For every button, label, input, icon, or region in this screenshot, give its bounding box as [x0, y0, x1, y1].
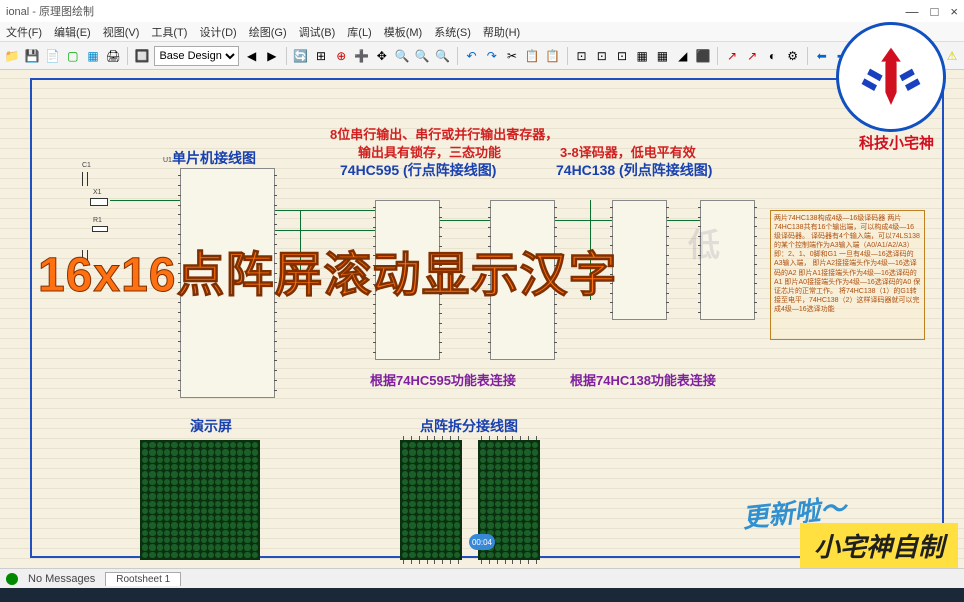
tb-zoom-icon[interactable]: 🔲	[134, 46, 150, 66]
menu-edit[interactable]: 编辑(E)	[54, 24, 91, 40]
maximize-button[interactable]: □	[931, 4, 939, 19]
toolbar: 📁 💾 📄 ▢ ▦ 🖨 🔲 Base Design ◀ ▶ 🔄 ⊞ ⊕ ➕ ✥ …	[0, 42, 964, 70]
tb-sheet-icon[interactable]: ▢	[65, 46, 81, 66]
menu-debug[interactable]: 调试(B)	[299, 24, 336, 40]
tb-redo-icon[interactable]: ↷	[484, 46, 500, 66]
tb-copy-icon[interactable]: 📋	[524, 46, 540, 66]
label-138: 74HC138 (列点阵接线图)	[556, 160, 712, 180]
tb-open-icon[interactable]: 📁	[4, 46, 20, 66]
tb-tri-icon[interactable]: ◢	[675, 46, 691, 66]
tb-pan-icon[interactable]: ✥	[374, 46, 390, 66]
menu-design[interactable]: 设计(D)	[199, 24, 236, 40]
led-matrix-demo[interactable]	[140, 440, 260, 560]
tb-cut-icon[interactable]: ✂	[504, 46, 520, 66]
menu-system[interactable]: 系统(S)	[434, 24, 471, 40]
sheet-tab[interactable]: Rootsheet 1	[105, 572, 181, 586]
wire	[440, 220, 490, 221]
tb-warn-icon[interactable]: ⚠	[944, 46, 960, 66]
tb-target-icon[interactable]: ⊕	[333, 46, 349, 66]
label-conn138: 根据74HC138功能表连接	[570, 370, 716, 389]
wire	[555, 220, 612, 221]
author-tag: 小宅神自制	[800, 523, 958, 568]
label-mcu: 单片机接线图	[172, 148, 256, 168]
resistor-r1[interactable]: R1	[92, 226, 108, 232]
tb-fill-icon[interactable]: ⬛	[695, 46, 711, 66]
logo-icon	[856, 42, 926, 112]
label-conn595: 根据74HC595功能表连接	[370, 370, 516, 389]
wire	[667, 220, 700, 221]
tb-align1-icon[interactable]: ▦	[634, 46, 650, 66]
tb-arr2-icon[interactable]: ↗	[744, 46, 760, 66]
label-595: 74HC595 (行点阵接线图)	[340, 160, 496, 180]
watermark-char: 低	[688, 220, 720, 266]
play-time-badge: 00:04	[469, 534, 495, 550]
tb-area-icon[interactable]: ▦	[85, 46, 101, 66]
tb-block3-icon[interactable]: ⊡	[614, 46, 630, 66]
led-matrix-split-1[interactable]	[400, 440, 462, 560]
chip-74hc138-1[interactable]	[612, 200, 667, 320]
tb-arr1-icon[interactable]: ↗	[724, 46, 740, 66]
label-red2: 输出具有锁存，三态功能	[358, 142, 501, 161]
tb-grid-icon[interactable]: ⊞	[313, 46, 329, 66]
window-title: ional - 原理图绘制	[6, 3, 94, 19]
tb-page-icon[interactable]: 📄	[44, 46, 60, 66]
cap-c1[interactable]: C1	[82, 172, 88, 186]
tb-save-icon[interactable]: 💾	[24, 46, 40, 66]
status-message: No Messages	[28, 573, 95, 585]
crystal-x1[interactable]: X1	[90, 198, 108, 206]
minimize-button[interactable]: —	[906, 4, 919, 19]
tb-nav1-icon[interactable]: ◀	[243, 46, 259, 66]
tb-nav2-icon[interactable]: ▶	[264, 46, 280, 66]
tb-zoomin-icon[interactable]: 🔍	[394, 46, 410, 66]
tb-zoomout-icon[interactable]: 🔍	[414, 46, 430, 66]
tb-paste-icon[interactable]: 📋	[544, 46, 560, 66]
menu-help[interactable]: 帮助(H)	[483, 24, 520, 40]
tb-block2-icon[interactable]: ⊡	[594, 46, 610, 66]
statusbar: No Messages Rootsheet 1	[0, 568, 964, 588]
channel-name: 科技小宅神	[859, 132, 934, 153]
note-box: 两片74HC138构成4级—16级译码器 两片74HC138共有16个输出端，可…	[770, 210, 925, 340]
label-red3: 3-8译码器，低电平有效	[560, 142, 696, 161]
tb-block1-icon[interactable]: ⊡	[573, 46, 589, 66]
os-taskbar[interactable]	[0, 588, 964, 602]
label-red1: 8位串行输出、串行或并行输出寄存器，	[330, 124, 558, 143]
menu-template[interactable]: 模板(M)	[384, 24, 423, 40]
tb-zoomfit-icon[interactable]: 🔍	[434, 46, 450, 66]
tb-circ-icon[interactable]: ◐	[764, 46, 780, 66]
menu-tools[interactable]: 工具(T)	[151, 24, 187, 40]
label-split: 点阵拆分接线图	[420, 416, 518, 436]
tb-print-icon[interactable]: 🖨	[105, 46, 121, 66]
menu-view[interactable]: 视图(V)	[103, 24, 140, 40]
overlay-title: 16x16点阵屏滚动显示汉字	[38, 235, 617, 305]
window-controls: — □ ×	[906, 4, 958, 19]
wire	[110, 200, 180, 201]
menu-file[interactable]: 文件(F)	[6, 24, 42, 40]
wire	[275, 210, 375, 211]
menu-lib[interactable]: 库(L)	[347, 24, 371, 40]
channel-logo	[836, 22, 946, 132]
tb-left-icon[interactable]: ⬅	[814, 46, 830, 66]
tb-refresh-icon[interactable]: 🔄	[293, 46, 309, 66]
wire	[275, 230, 375, 231]
tb-plus-icon[interactable]: ➕	[353, 46, 369, 66]
menu-draw[interactable]: 绘图(G)	[249, 24, 287, 40]
tb-gear-icon[interactable]: ⚙	[785, 46, 801, 66]
close-button[interactable]: ×	[950, 4, 958, 19]
tb-undo-icon[interactable]: ↶	[463, 46, 479, 66]
design-dropdown[interactable]: Base Design	[154, 46, 239, 66]
menubar: 文件(F) 编辑(E) 视图(V) 工具(T) 设计(D) 绘图(G) 调试(B…	[0, 22, 964, 42]
status-ok-icon	[6, 573, 18, 585]
label-demo: 演示屏	[190, 416, 232, 436]
titlebar: ional - 原理图绘制 — □ ×	[0, 0, 964, 22]
tb-align2-icon[interactable]: ▦	[654, 46, 670, 66]
